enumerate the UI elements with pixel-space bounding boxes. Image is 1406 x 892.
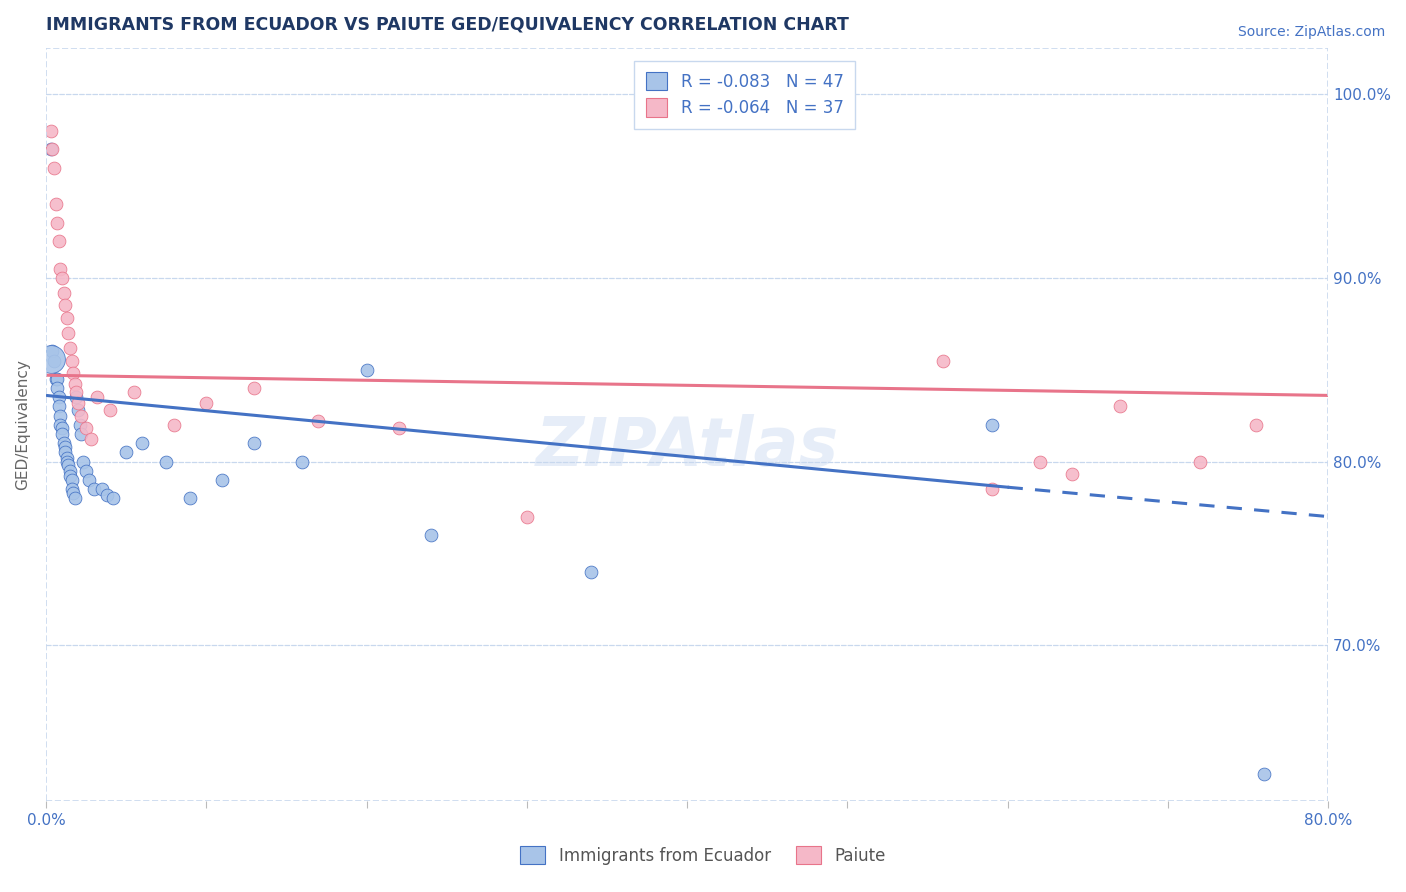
Point [211,473,233,487]
Point [49,417,72,432]
Legend: R = -0.083   N = 47, R = -0.064   N = 37: R = -0.083 N = 47, R = -0.064 N = 37 [634,61,855,128]
Point [52,436,75,450]
Point [77,473,100,487]
Point [1244,417,1267,432]
Point [53,298,76,312]
Point [70,409,93,423]
Point [75,464,97,478]
Point [60,482,83,496]
Point [1188,454,1211,468]
Point [59,341,82,355]
Point [51,271,73,285]
Point [63,377,86,392]
Point [291,454,314,468]
Point [59,464,82,478]
Point [115,445,138,459]
Point [86,390,108,404]
Point [243,436,266,450]
Point [62,485,84,500]
Point [46,216,69,230]
Point [42,353,65,368]
Point [980,417,1002,432]
Point [91,482,114,496]
Point [75,421,97,435]
Point [58,326,80,340]
Point [70,427,93,442]
Point [48,390,70,404]
Point [60,353,83,368]
Point [932,353,955,368]
Point [96,487,118,501]
Point [179,491,201,506]
Point [980,482,1002,496]
Point [49,409,72,423]
Point [65,390,87,404]
Point [66,403,89,417]
Y-axis label: GED/Equivalency: GED/Equivalency [15,359,30,491]
Point [72,454,94,468]
Point [516,509,538,524]
Point [579,565,602,579]
Point [69,417,91,432]
Point [45,372,67,386]
Point [155,454,177,468]
Point [63,491,86,506]
Point [122,384,145,399]
Point [56,311,79,326]
Point [51,421,73,435]
Legend: Immigrants from Ecuador, Paiute: Immigrants from Ecuador, Paiute [512,838,894,873]
Point [39,351,62,366]
Point [83,482,105,496]
Point [59,469,82,483]
Point [51,427,73,442]
Point [53,440,76,454]
Point [195,396,218,410]
Point [58,458,80,472]
Point [356,362,378,376]
Point [41,143,63,157]
Point [49,261,72,276]
Point [80,433,103,447]
Text: IMMIGRANTS FROM ECUADOR VS PAIUTE GED/EQUIVALENCY CORRELATION CHART: IMMIGRANTS FROM ECUADOR VS PAIUTE GED/EQ… [46,15,849,33]
Point [243,381,266,395]
Point [163,417,186,432]
Point [103,491,125,506]
Point [48,234,70,248]
Point [52,285,75,300]
Point [65,384,87,399]
Point [98,403,121,417]
Point [307,414,329,428]
Point [56,450,79,465]
Point [46,372,69,386]
Point [53,445,76,459]
Point [419,528,441,542]
Point [1060,467,1083,482]
Point [66,396,89,410]
Point [387,421,409,435]
Point [62,367,84,381]
Point [56,454,79,468]
Point [39,124,62,138]
Text: ZIPAtlas: ZIPAtlas [536,415,838,481]
Point [1253,766,1275,780]
Point [42,161,65,175]
Point [41,344,63,359]
Point [46,381,69,395]
Point [48,400,70,414]
Text: Source: ZipAtlas.com: Source: ZipAtlas.com [1237,25,1385,39]
Point [1108,400,1130,414]
Point [39,143,62,157]
Point [60,473,83,487]
Point [1028,454,1050,468]
Point [131,436,153,450]
Point [45,197,67,211]
